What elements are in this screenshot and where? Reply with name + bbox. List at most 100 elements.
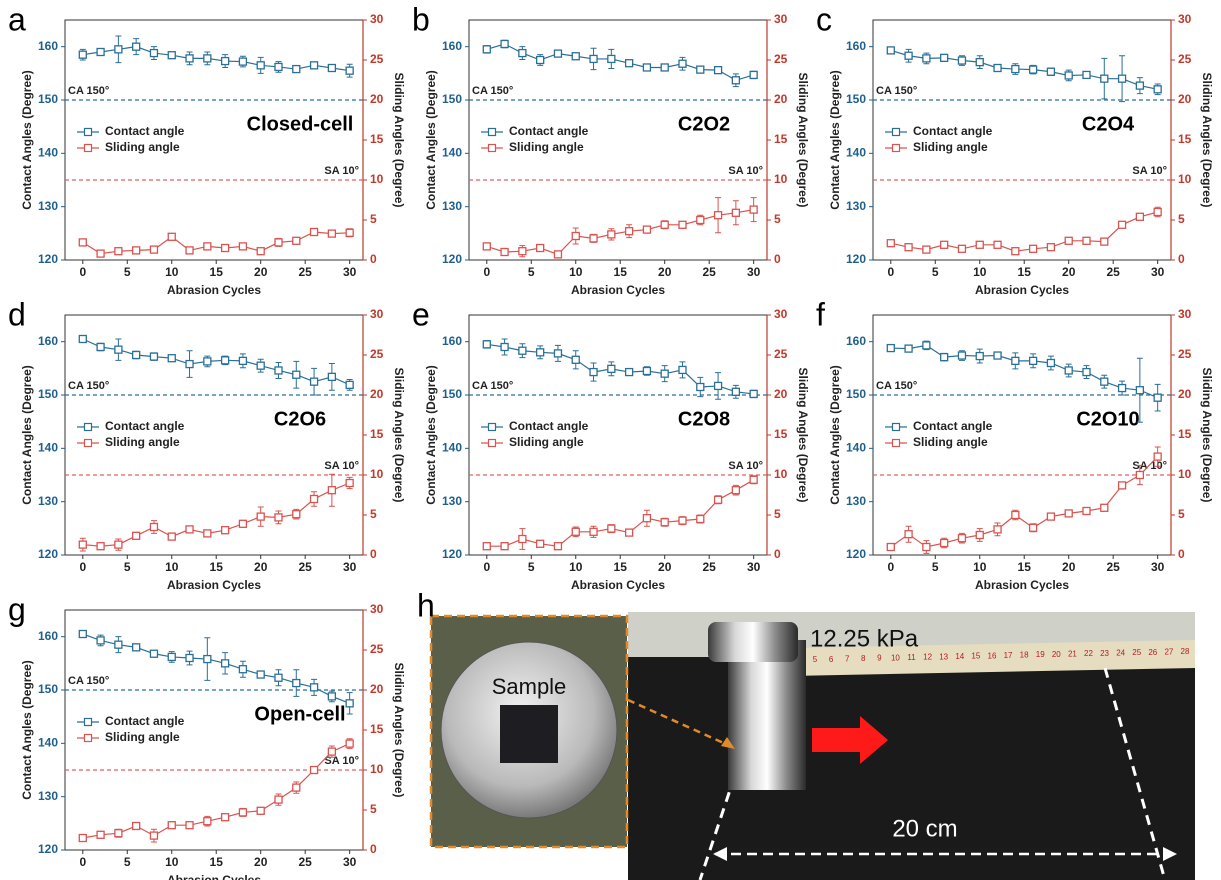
data-point [886, 343, 895, 353]
y2-tick-label: 15 [370, 722, 384, 736]
data-point [957, 351, 967, 360]
y2-tick-label: 5 [1178, 507, 1185, 521]
data-point [940, 538, 949, 548]
data-point [678, 516, 687, 525]
data-point [642, 225, 652, 234]
data-point [1046, 243, 1056, 252]
inset-pointer [627, 698, 729, 747]
arrow-head [1163, 847, 1177, 861]
data-point [327, 372, 337, 382]
y2-tick-label: 10 [774, 467, 788, 481]
y2-tick-label: 30 [370, 12, 384, 26]
data-point [904, 530, 913, 539]
direction-arrow [812, 716, 888, 764]
data-point [345, 380, 354, 390]
data-point [309, 494, 319, 504]
data-point [713, 211, 723, 220]
data-point [940, 53, 949, 63]
data-point [482, 542, 491, 551]
y-tick-label: 120 [38, 252, 58, 266]
data-point [78, 238, 87, 247]
data-point [624, 528, 634, 537]
data-point [904, 243, 913, 252]
y2-tick-label: 0 [370, 547, 377, 561]
y2-tick-label: 30 [370, 307, 384, 321]
data-point [940, 240, 949, 249]
data-point [345, 739, 354, 748]
x-tick-label: 20 [254, 560, 268, 574]
x-tick-label: 25 [298, 560, 312, 574]
series-line [82, 46, 350, 72]
y-tick-label: 160 [442, 334, 462, 348]
y2-tick-label: 25 [1178, 347, 1192, 361]
data-point [309, 61, 319, 70]
x-tick-label: 25 [702, 265, 716, 279]
data-point [1135, 212, 1145, 221]
y2-tick-label: 0 [1178, 252, 1185, 266]
series-line [890, 211, 1158, 252]
data-point [536, 539, 545, 548]
data-point [500, 542, 509, 551]
data-point [1135, 81, 1145, 90]
annotation: Open-cell [254, 703, 345, 725]
y2-tick-label: 20 [774, 387, 788, 401]
legend-label: Sliding angle [509, 435, 584, 449]
y2-tick-label: 20 [370, 92, 384, 106]
y-tick-label: 150 [442, 92, 462, 106]
data-point [292, 236, 301, 245]
ruler-number: 13 [939, 652, 948, 661]
y2-tick-label: 0 [370, 252, 377, 266]
data-point [96, 636, 105, 645]
data-point [1117, 74, 1127, 83]
sample-label: Sample [492, 674, 567, 699]
data-point [274, 366, 283, 375]
data-point [904, 51, 913, 60]
data-point [749, 205, 758, 214]
y-tick-label: 130 [38, 789, 58, 803]
y2-axis-title: Sliding Angles (Degree) [392, 73, 406, 208]
data-point [678, 59, 687, 68]
series-line [82, 338, 350, 386]
data-point [993, 351, 1002, 360]
data-point [975, 351, 984, 361]
data-point [642, 63, 652, 72]
data-point [149, 649, 159, 658]
y-tick-label: 160 [38, 629, 58, 643]
data-point [1028, 356, 1038, 366]
y-tick-label: 120 [846, 547, 866, 561]
x-tick-label: 15 [1018, 265, 1032, 279]
data-point [1100, 503, 1109, 512]
data-point [1117, 383, 1127, 393]
data-point [220, 813, 230, 822]
data-point [1100, 237, 1109, 246]
y-tick-label: 150 [846, 92, 866, 106]
data-point [553, 349, 563, 358]
legend-marker [891, 438, 901, 448]
data-point [553, 250, 563, 259]
legend-label: Contact angle [509, 419, 589, 433]
data-point [589, 527, 598, 536]
data-point [1153, 452, 1162, 461]
legend-label: Contact angle [509, 124, 589, 138]
legend-marker [83, 733, 93, 743]
data-point [309, 227, 319, 237]
legend-marker [83, 438, 93, 448]
reference-label: CA 150° [68, 85, 109, 97]
data-point [203, 242, 212, 251]
data-point [500, 247, 509, 257]
y2-tick-label: 25 [370, 52, 384, 66]
data-point [149, 831, 159, 840]
y-tick-label: 160 [442, 39, 462, 53]
data-point [1028, 244, 1038, 253]
reference-label: CA 150° [472, 380, 513, 392]
y2-tick-label: 20 [1178, 387, 1192, 401]
data-point [518, 48, 527, 58]
y-tick-label: 140 [442, 146, 462, 160]
annotation: C2O10 [1076, 408, 1139, 430]
y-tick-label: 130 [38, 199, 58, 213]
y2-tick-label: 15 [1178, 427, 1192, 441]
data-point [309, 765, 319, 775]
y2-tick-label: 20 [1178, 92, 1192, 106]
ruler-number: 9 [877, 654, 882, 663]
